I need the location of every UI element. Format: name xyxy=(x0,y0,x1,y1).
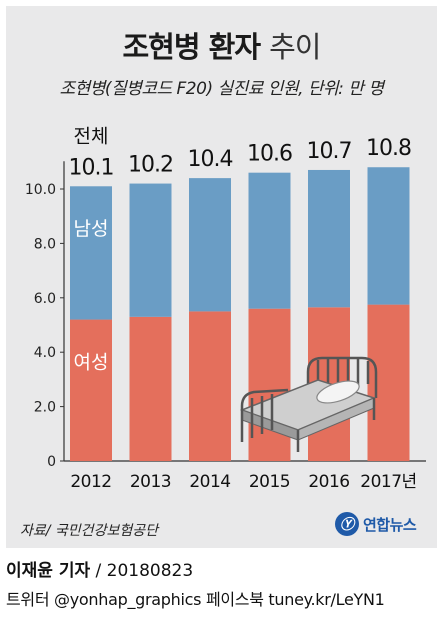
reporter-name: 이재윤 기자 xyxy=(6,561,91,581)
infographic-panel: 조현병 환자 추이 조현병(질병코드 F20) 실진료 인원, 단위: 만 명 … xyxy=(6,6,437,548)
series-label-female: 여성 xyxy=(74,352,109,374)
bar-total-label: 10.1 xyxy=(69,155,114,180)
yonhap-logo: Ⓨ 연합뉴스 xyxy=(335,512,417,536)
bar-segment-female xyxy=(189,311,231,461)
y-tick-label: 4.0 xyxy=(34,345,56,361)
series-label-male: 남성 xyxy=(74,218,109,240)
bar-segment-female xyxy=(129,316,172,461)
y-tick-label: 10.0 xyxy=(25,182,56,198)
bar-total-label: 10.7 xyxy=(307,139,352,164)
x-tick-label: 2014 xyxy=(189,472,230,492)
logo-text: 연합뉴스 xyxy=(363,515,417,534)
bar-segment-female xyxy=(367,304,410,461)
stacked-bar-chart: 0 2.0 4.0 6.0 8.0 10.0 10.1 2012 10.2 2013 10.4 20… xyxy=(25,125,426,492)
bar-segment-male xyxy=(367,167,410,305)
chart-title: 조현병 환자 추이 xyxy=(6,24,437,66)
social-links: 트위터 @yonhap_graphics 페이스북 tuney.kr/LeYN1 xyxy=(6,590,385,609)
reporter-credit: 이재윤 기자 / 20180823 xyxy=(6,556,193,581)
x-tick-label: 2015 xyxy=(249,472,290,492)
title-light: 추이 xyxy=(269,30,321,64)
y-tick-label: 2.0 xyxy=(34,400,56,416)
bed-illustration xyxy=(239,356,378,452)
yonhap-logo-icon: Ⓨ xyxy=(335,512,359,536)
publish-date: / 20180823 xyxy=(90,561,194,581)
bar-segment-female xyxy=(248,308,291,461)
source-note: 자료/ 국민건강보험공단 xyxy=(20,523,158,539)
x-tick-label: 2017년 xyxy=(360,472,416,492)
bar-total-label: 10.4 xyxy=(188,147,233,172)
x-tick-label: 2016 xyxy=(308,472,349,492)
bar-total-label: 10.6 xyxy=(247,142,292,167)
title-bold: 조현병 환자 xyxy=(122,30,261,64)
y-tick-label: 8.0 xyxy=(34,236,56,252)
bar-segment-male xyxy=(70,186,112,320)
bar-total-label: 10.2 xyxy=(128,153,173,178)
y-tick-label: 6.0 xyxy=(34,291,56,307)
bar-segment-female xyxy=(70,319,112,461)
y-tick-label: 0 xyxy=(47,454,56,470)
x-tick-label: 2012 xyxy=(70,472,111,492)
chart-subtitle: 조현병(질병코드 F20) 실진료 인원, 단위: 만 명 xyxy=(59,79,384,99)
bar-total-label: 10.8 xyxy=(366,136,411,161)
bar-segment-male xyxy=(189,178,231,312)
bar-segment-male xyxy=(308,169,350,308)
total-label: 전체 xyxy=(74,125,109,147)
x-tick-label: 2013 xyxy=(130,472,171,492)
bar-segment-male xyxy=(129,183,172,317)
bar-segment-male xyxy=(248,172,291,309)
